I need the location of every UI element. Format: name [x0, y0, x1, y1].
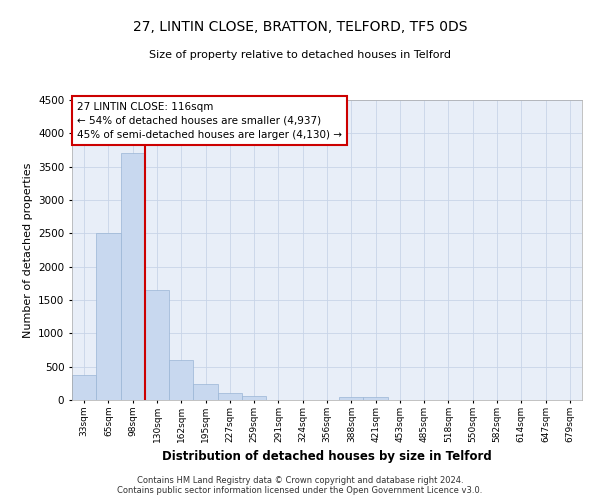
Bar: [121, 154, 145, 400]
Bar: [72, 374, 96, 400]
Text: Size of property relative to detached houses in Telford: Size of property relative to detached ho…: [149, 50, 451, 60]
Bar: [339, 396, 364, 400]
Bar: [145, 290, 169, 400]
Text: 27, LINTIN CLOSE, BRATTON, TELFORD, TF5 0DS: 27, LINTIN CLOSE, BRATTON, TELFORD, TF5 …: [133, 20, 467, 34]
Bar: [193, 384, 218, 400]
Bar: [169, 360, 193, 400]
Bar: [364, 396, 388, 400]
Bar: [218, 394, 242, 400]
Y-axis label: Number of detached properties: Number of detached properties: [23, 162, 32, 338]
Bar: [242, 396, 266, 400]
Text: Contains HM Land Registry data © Crown copyright and database right 2024.
Contai: Contains HM Land Registry data © Crown c…: [118, 476, 482, 495]
Bar: [96, 234, 121, 400]
Text: 27 LINTIN CLOSE: 116sqm
← 54% of detached houses are smaller (4,937)
45% of semi: 27 LINTIN CLOSE: 116sqm ← 54% of detache…: [77, 102, 342, 140]
X-axis label: Distribution of detached houses by size in Telford: Distribution of detached houses by size …: [162, 450, 492, 464]
